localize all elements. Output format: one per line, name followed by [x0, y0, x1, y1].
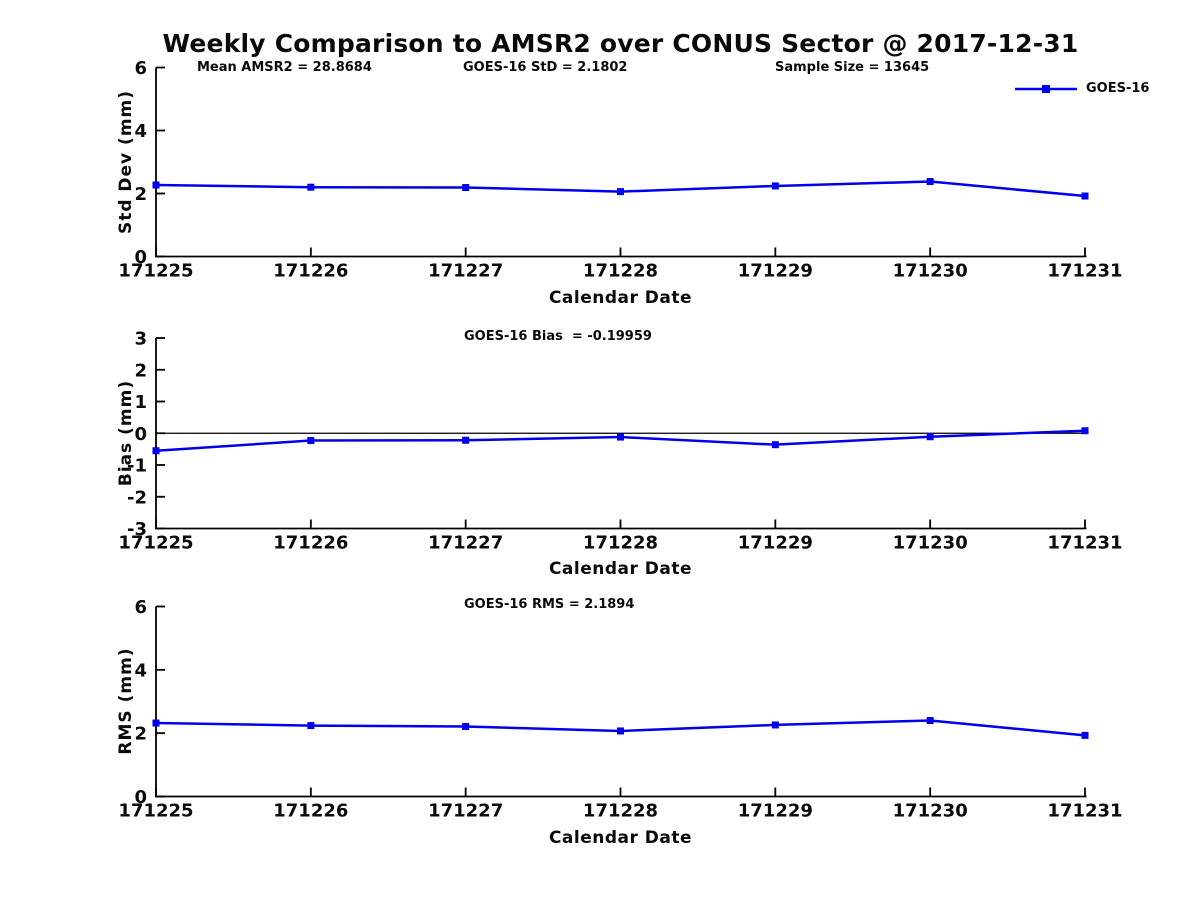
rms-y-tick-label: 4: [134, 660, 147, 681]
std-dev-x-tick-label: 171226: [273, 261, 348, 282]
bias-y-axis-label: Bias (mm): [116, 379, 136, 487]
bias-data-marker: [1081, 427, 1089, 435]
bias-data-marker: [152, 447, 160, 455]
bias-y-tick-label: -2: [127, 487, 147, 508]
std-dev-data-marker: [771, 182, 779, 190]
legend-line-marker-icon: [1015, 84, 1077, 93]
rms-data-marker: [926, 717, 934, 724]
bias-data-marker: [926, 433, 934, 441]
rms-y-axis-label: RMS (mm): [116, 647, 136, 755]
rms-x-tick-label: 171229: [738, 801, 813, 822]
rms-y-tick-label: 2: [134, 724, 147, 745]
std-dev-data-marker: [926, 178, 934, 186]
rms-x-tick-label: 171225: [118, 801, 193, 822]
bias-x-tick-label: 171227: [428, 533, 503, 554]
rms-y-tick-label: 0: [134, 787, 147, 808]
bias-data-marker: [307, 437, 315, 445]
rms-x-tick-label: 171230: [893, 801, 968, 822]
goes16-rms-annotation: GOES-16 RMS = 2.1894: [464, 597, 635, 612]
std-dev-y-tick-label: 2: [134, 184, 147, 205]
bias-y-tick-label: 3: [134, 329, 147, 350]
bias-x-tick-label: 171228: [583, 533, 658, 554]
bias-x-tick-label: 171230: [893, 533, 968, 554]
std-dev-data-marker: [152, 181, 160, 189]
bias-x-tick-label: 171229: [738, 533, 813, 554]
std-dev-x-tick-label: 171230: [893, 261, 968, 282]
stddev-y-axis-label: Std Dev (mm): [116, 89, 136, 235]
bias-data-marker: [771, 441, 779, 449]
goes16-std-annotation: GOES-16 StD = 2.1802: [463, 60, 628, 75]
bias-y-tick-label: 1: [134, 392, 147, 413]
rms-x-tick-label: 171231: [1047, 801, 1122, 822]
legend: GOES-16: [1014, 81, 1149, 96]
bias-x-tick-label: 171226: [273, 533, 348, 554]
rms-x-tick-label: 171226: [273, 801, 348, 822]
stddev-x-axis-label: Calendar Date: [548, 288, 693, 308]
bias-x-tick-label: 171225: [118, 533, 193, 554]
std-dev-x-tick-label: 171229: [738, 261, 813, 282]
std-dev-x-tick-label: 171228: [583, 261, 658, 282]
bias-data-marker: [462, 436, 470, 444]
bias-x-axis-label: Calendar Date: [548, 559, 693, 579]
figure-title: Weekly Comparison to AMSR2 over CONUS Se…: [162, 29, 1079, 58]
bias-x-tick-label: 171231: [1047, 533, 1122, 554]
bias-y-tick-label: -3: [127, 519, 147, 540]
bias-y-tick-label: 2: [134, 360, 147, 381]
rms-data-marker: [617, 727, 624, 735]
bias-y-tick-label: 0: [134, 424, 147, 445]
rms-x-tick-label: 171228: [583, 801, 658, 822]
rms-x-tick-label: 171227: [428, 801, 503, 822]
std-dev-x-tick-label: 171227: [428, 261, 503, 282]
std-dev-data-marker: [1081, 192, 1089, 200]
rms-data-marker: [152, 719, 160, 727]
bias-y-tick-label: -1: [127, 456, 147, 477]
rms-y-tick-label: 6: [134, 597, 147, 618]
rms-data-marker: [1081, 731, 1089, 739]
std-dev-data-marker: [307, 183, 315, 191]
bias-data-marker: [617, 433, 624, 441]
rms-data-marker: [462, 723, 470, 731]
std-dev-y-tick-label: 4: [134, 121, 147, 142]
rms-x-axis-label: Calendar Date: [548, 828, 693, 848]
std-dev-y-tick-label: 6: [134, 58, 147, 79]
std-dev-y-tick-label: 0: [134, 247, 147, 268]
std-dev-x-tick-label: 171231: [1047, 261, 1122, 282]
sample-size-annotation: Sample Size = 13645: [775, 60, 930, 75]
rms-data-marker: [771, 721, 779, 729]
std-dev-x-tick-label: 171225: [118, 261, 193, 282]
mean-amsr2-annotation: Mean AMSR2 = 28.8684: [197, 60, 372, 75]
legend-series-label: GOES-16: [1086, 81, 1150, 96]
rms-data-marker: [307, 722, 315, 730]
goes16-bias-annotation: GOES-16 Bias = -0.19959: [464, 329, 652, 344]
std-dev-data-marker: [617, 188, 624, 196]
std-dev-data-marker: [462, 184, 470, 192]
